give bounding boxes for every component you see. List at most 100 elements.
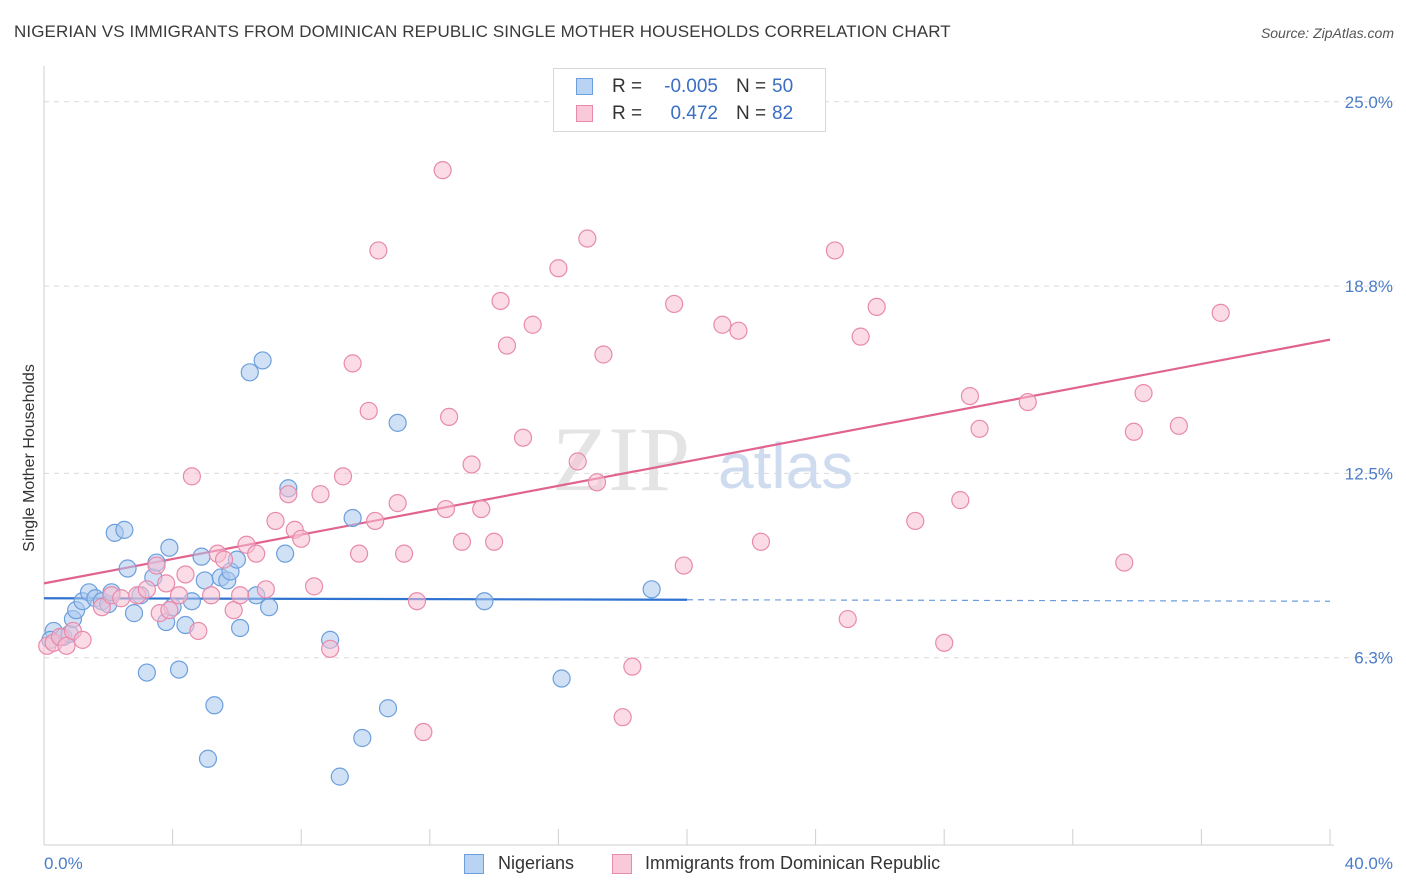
dominican-point (256, 580, 275, 599)
source-credit: Source: ZipAtlas.com (1260, 25, 1394, 41)
y-axis-title: Single Mother Households (21, 364, 38, 552)
dominican-point (169, 586, 189, 605)
legend-label-nigerians: Nigerians (498, 853, 575, 873)
r-label: R = (612, 76, 643, 97)
dominican-point (452, 532, 472, 551)
nigerian-point (343, 508, 362, 528)
y-tick-label: 6.3% (1354, 649, 1393, 668)
dominican-point (729, 321, 748, 340)
dominican-point (343, 354, 362, 373)
r-value: -0.005 (664, 76, 718, 97)
dominican-point (1018, 392, 1037, 412)
nigerian-point (552, 669, 571, 688)
dominican-point (279, 485, 298, 504)
dominican-point (485, 532, 504, 551)
dominican-point (578, 229, 597, 248)
y-tick-label: 25.0% (1345, 93, 1393, 112)
dominican-point (304, 577, 324, 596)
dominican-point (1169, 416, 1188, 435)
nigerian-point (169, 660, 189, 679)
dominican-point (147, 556, 166, 575)
n-label: N = (736, 76, 767, 97)
dominican-point (73, 630, 92, 649)
dominican-point (665, 294, 684, 314)
dominican-swatch (576, 105, 593, 122)
dominican-point (523, 315, 542, 334)
nigerian-point (259, 598, 279, 617)
trend-lines (43, 338, 1331, 602)
nigerian-point (378, 699, 398, 718)
nigerian-point (137, 663, 156, 682)
nigerian-point (118, 559, 137, 578)
dominican-point (549, 259, 568, 278)
dominican-point (713, 315, 732, 334)
dominican-point (867, 297, 886, 317)
nigerian-point (124, 604, 144, 623)
nigerians-swatch (576, 78, 593, 95)
dominican-point (436, 499, 455, 519)
nigerian-point (205, 696, 224, 715)
chart-title: NIGERIAN VS IMMIGRANTS FROM DOMINICAN RE… (14, 22, 951, 41)
dominican-point (568, 452, 587, 471)
nigerian-point (160, 538, 179, 557)
dominican-point (439, 407, 459, 427)
series-legend: Nigerians Immigrants from Dominican Repu… (0, 852, 1406, 878)
x-tick-label-start: 0.0% (44, 854, 83, 873)
stats-legend: R = -0.005 N = 50 R = 0.472 N = 82 (553, 68, 826, 132)
r-value: 0.472 (670, 103, 718, 124)
dominican-point (623, 657, 642, 676)
dominican-trend-line (43, 338, 1331, 585)
dominican-point (935, 633, 954, 652)
dominican-point (674, 556, 693, 575)
n-value: 50 (772, 76, 794, 97)
dominican-point (491, 291, 510, 311)
dominican-point (231, 586, 250, 605)
dominican-point (321, 639, 340, 658)
dominican-point (951, 491, 970, 510)
dominican-point (137, 580, 156, 599)
x-tick-label-end: 40.0% (1345, 854, 1393, 873)
dominican-point (1115, 553, 1134, 572)
nigerian-trend-line (43, 597, 688, 601)
nigerian-point (231, 618, 250, 638)
dominican-point (247, 544, 266, 563)
dominican-point (497, 336, 517, 355)
dominican-point (366, 511, 385, 531)
dominican-point (157, 574, 176, 593)
dominican-point (176, 565, 195, 584)
dominican-point (112, 589, 131, 608)
nigerian-point (475, 592, 494, 611)
dominican-point (587, 473, 607, 492)
dominican-point (1134, 384, 1153, 403)
nigerian-point (115, 520, 134, 539)
dominican-point (359, 401, 378, 421)
n-value: 82 (772, 103, 794, 124)
nigerian-point (642, 580, 661, 599)
nigerian-point (330, 767, 349, 786)
dominican-point (462, 455, 481, 474)
dominican-point (394, 544, 414, 563)
dominican-point (160, 601, 179, 620)
nigerian-point (198, 749, 218, 768)
dominican-point (292, 529, 311, 548)
dominican-point (311, 485, 330, 504)
dominican-point (388, 494, 407, 513)
dominican-point (906, 511, 925, 531)
dominican-point (1211, 303, 1230, 322)
dominican-point (266, 511, 285, 531)
y-tick-label: 18.8% (1345, 277, 1393, 296)
dominican-point (960, 386, 980, 406)
nigerians-legend-swatch (464, 854, 484, 874)
dominican-point (433, 161, 452, 180)
n-label: N = (736, 103, 767, 124)
nigerian-point (192, 547, 211, 566)
data-points (38, 161, 1230, 786)
dominican-legend-swatch (612, 854, 632, 874)
y-tick-label: 12.5% (1345, 464, 1393, 483)
dominican-point (472, 499, 491, 519)
dominican-point (202, 586, 221, 605)
dominican-point (414, 722, 433, 742)
dominican-point (825, 241, 844, 260)
nigerian-point (240, 363, 259, 382)
